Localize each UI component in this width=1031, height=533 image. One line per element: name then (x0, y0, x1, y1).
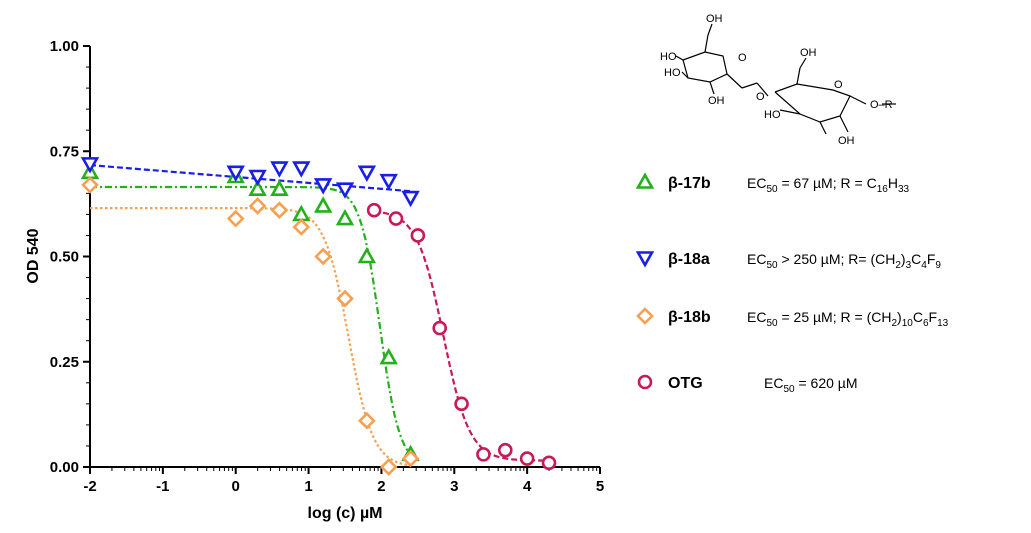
legend-marker (635, 251, 655, 268)
x-tick-label: 5 (596, 478, 604, 495)
x-tick-label: -1 (156, 478, 169, 495)
x-tick-label: 3 (450, 478, 458, 495)
legend-marker-circle (637, 374, 653, 390)
data-point-series-3 (454, 396, 469, 412)
legend-item-beta-18b: β-18b EC50 = 25 µM; R = (CH2)10C6F13 (636, 307, 949, 329)
structure-label: O (738, 52, 747, 64)
data-point-series-1 (270, 161, 289, 178)
data-point-series-2 (248, 197, 267, 215)
y-tick-label: 0.00 (50, 459, 79, 476)
legend-name: β-18b (668, 309, 711, 326)
legend-name: β-18a (668, 251, 710, 268)
data-point-series-2 (292, 218, 311, 236)
data-point-series-1 (226, 165, 245, 182)
legend-marker (637, 374, 653, 390)
data-markers (80, 157, 557, 476)
data-point-series-3 (432, 320, 448, 336)
data-point-series-3 (519, 451, 535, 466)
structure-label: O–R (870, 99, 893, 111)
data-point-series-1 (401, 190, 420, 208)
fit-curve-series-2 (90, 207, 411, 467)
data-point-series-3 (410, 228, 426, 243)
data-point-series-2 (81, 176, 99, 194)
structure-label: O (756, 91, 765, 103)
legend-ec-text: EC50 = 67 µM; R = C16H33 (747, 175, 909, 195)
data-point-series-3 (541, 455, 557, 471)
x-tick-label: 2 (377, 478, 385, 495)
data-point-series-1 (292, 161, 311, 178)
data-point-series-0 (248, 179, 267, 196)
legend-marker (635, 172, 655, 189)
chart-axes (89, 46, 600, 468)
legend-item-otg: OTG EC50 = 620 µM (637, 374, 858, 395)
structure-label: OH (706, 13, 723, 25)
x-tick-label: 1 (304, 478, 312, 495)
structure-label: OH (800, 47, 817, 59)
data-point-series-1 (335, 182, 355, 199)
x-tick-label: 0 (232, 478, 240, 495)
structure-label: OH (708, 95, 725, 107)
legend-marker-triangle-up (635, 172, 655, 189)
legend-marker (636, 307, 654, 325)
legend-item-beta-17b: β-17b EC50 = 67 µM; R = C16H33 (635, 172, 909, 195)
data-point-series-2 (226, 209, 245, 228)
data-point-series-0 (379, 347, 398, 365)
structure-label: HO (664, 67, 681, 79)
fit-curve-series-3 (374, 210, 549, 462)
data-point-series-0 (292, 204, 311, 222)
structure-label: HO (764, 109, 781, 121)
data-point-series-3 (497, 442, 513, 458)
data-point-series-0 (313, 196, 333, 213)
legend-item-beta-18a: β-18a EC50 > 250 µM; R= (CH2)3C4F9 (635, 251, 941, 271)
data-point-series-3 (388, 211, 404, 226)
legend-name: OTG (668, 375, 703, 392)
data-point-series-0 (357, 246, 377, 264)
x-tick-label: -2 (83, 478, 96, 495)
y-axis-title: OD 540 (25, 228, 42, 283)
y-tick-label: 0.50 (50, 249, 79, 266)
axis-tick-labels: -2 -1 0 1 2 3 4 5 0.00 0.25 0.50 0.75 1.00 (50, 38, 604, 495)
legend-ec-text: EC50 = 25 µM; R = (CH2)10C6F13 (747, 309, 949, 329)
legend-ec-text: EC50 = 620 µM (764, 375, 858, 395)
data-point-series-3 (476, 447, 491, 462)
data-point-series-2 (401, 449, 420, 468)
data-point-series-3 (366, 202, 382, 218)
data-point-series-1 (248, 169, 267, 187)
data-point-series-1 (80, 157, 100, 174)
legend-ec-text: EC50 > 250 µM; R= (CH2)3C4F9 (747, 251, 941, 271)
data-point-series-0 (270, 179, 289, 196)
data-point-series-2 (270, 201, 289, 220)
legend-marker-diamond (636, 307, 654, 325)
data-point-series-2 (336, 289, 354, 308)
data-point-series-0 (335, 208, 355, 226)
data-point-series-2 (358, 411, 376, 430)
structure-label: HO (660, 51, 677, 63)
chemical-structure (675, 23, 896, 135)
y-tick-label: 1.00 (50, 38, 79, 55)
data-point-series-2 (314, 247, 332, 266)
x-axis-title: log (c) µM (308, 505, 383, 522)
data-point-series-1 (357, 165, 377, 182)
legend-name: β-17b (668, 175, 711, 192)
y-tick-label: 0.25 (50, 354, 79, 371)
axis-ticks (83, 45, 601, 474)
legend: β-17b EC50 = 67 µM; R = C16H33 β-18a EC5… (635, 172, 949, 395)
legend-marker-triangle-down (635, 251, 655, 268)
fit-curve-series-0 (90, 185, 412, 456)
structure-labels: OH HO HO OH O OH O O HO OH O–R (660, 13, 893, 147)
data-point-series-1 (379, 173, 398, 191)
data-point-series-2 (379, 458, 398, 476)
x-tick-label: 4 (523, 478, 532, 495)
structure-label: OH (838, 135, 855, 147)
data-point-series-1 (313, 178, 333, 195)
y-tick-label: 0.75 (50, 143, 79, 160)
structure-label: O (834, 79, 843, 91)
